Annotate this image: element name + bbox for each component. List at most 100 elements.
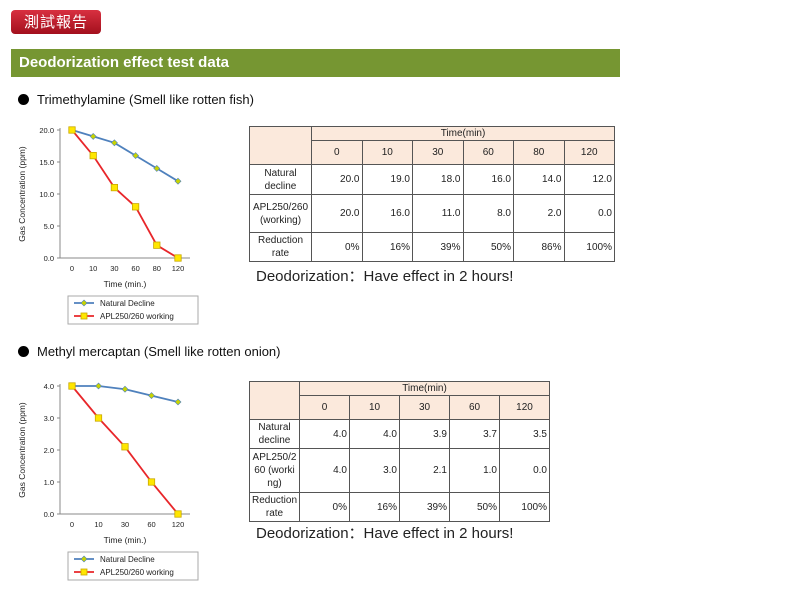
x-tick-label: 60 bbox=[131, 264, 139, 273]
table-corner bbox=[249, 381, 300, 420]
x-tick-label: 60 bbox=[147, 520, 155, 529]
table-cell: 19.0 bbox=[361, 164, 413, 195]
table-cell: 100% bbox=[563, 232, 615, 262]
table-col-header: 80 bbox=[513, 140, 565, 165]
data-point bbox=[153, 241, 161, 249]
table-cell: 0% bbox=[299, 492, 350, 522]
y-tick-label: 0.0 bbox=[44, 254, 54, 263]
table-cell: 3.5 bbox=[499, 419, 550, 449]
series-line-0 bbox=[71, 129, 179, 182]
table-col-header: 30 bbox=[399, 395, 450, 420]
report-badge: 測試報告 bbox=[11, 10, 101, 34]
table-cell: 50% bbox=[462, 232, 514, 262]
x-tick-label: 120 bbox=[172, 520, 185, 529]
table-group-header: Time(min) bbox=[311, 126, 615, 141]
section-heading-methyl-mercaptan: Methyl mercaptan (Smell like rotten onio… bbox=[18, 344, 281, 359]
table-cell: 20.0 bbox=[311, 194, 363, 233]
data-point bbox=[68, 382, 76, 390]
y-tick-label: 10.0 bbox=[39, 190, 54, 199]
data-point bbox=[148, 392, 155, 400]
effect-note: Deodorization：Have effect in 2 hours! bbox=[256, 525, 514, 542]
data-point bbox=[89, 152, 97, 160]
data-point bbox=[174, 177, 182, 185]
table-row: Natural decline 20.0 19.0 18.0 16.0 14.0… bbox=[249, 164, 615, 195]
row-label: Reduction rate bbox=[249, 232, 312, 262]
x-axis-label: Time (min.) bbox=[104, 535, 147, 545]
table-col-header: 10 bbox=[361, 140, 413, 165]
table-row: Natural decline 4.0 4.0 3.9 3.7 3.5 bbox=[249, 419, 550, 449]
data-point bbox=[110, 139, 118, 147]
table-cell: 50% bbox=[449, 492, 500, 522]
table-cell: 3.7 bbox=[449, 419, 500, 449]
table-cell: 2.1 bbox=[399, 448, 450, 493]
x-axis-label: Time (min.) bbox=[104, 279, 147, 289]
table-cell: 0.0 bbox=[499, 448, 550, 493]
data-point bbox=[174, 254, 182, 262]
legend-label: Natural Decline bbox=[100, 299, 155, 308]
legend-box bbox=[67, 295, 199, 325]
chart-methyl-mercaptan: 0.0 1.0 2.0 3.0 4.0 0 10 30 60 120 Time (min.) Gas … bbox=[17, 382, 199, 581]
table-cell: 3.0 bbox=[349, 448, 400, 493]
table-cell: 1.0 bbox=[449, 448, 500, 493]
data-point bbox=[95, 382, 102, 390]
row-label: APL250/260 (working) bbox=[249, 194, 312, 233]
table-cell: 4.0 bbox=[349, 419, 400, 449]
table-col-header: 120 bbox=[563, 140, 615, 165]
y-tick-label: 4.0 bbox=[44, 382, 54, 391]
legend-label: APL250/260 working bbox=[100, 568, 174, 577]
table-col-header: 120 bbox=[499, 395, 550, 420]
table-cell: 18.0 bbox=[412, 164, 464, 195]
row-label: Natural decline bbox=[249, 164, 312, 195]
table-col-header: 60 bbox=[462, 140, 514, 165]
table-row: Reduction rate 0% 16% 39% 50% 86% 100% bbox=[249, 232, 615, 262]
table-cell: 20.0 bbox=[311, 164, 363, 195]
y-tick-label: 2.0 bbox=[44, 446, 54, 455]
table-col-header: 0 bbox=[299, 395, 350, 420]
row-label: APL250/260 (working) bbox=[249, 448, 300, 493]
y-tick-label: 1.0 bbox=[44, 478, 54, 487]
table-row: Reduction rate 0% 16% 39% 50% 100% bbox=[249, 492, 550, 522]
table-row: APL250/260 (working) 20.0 16.0 11.0 8.0 … bbox=[249, 194, 615, 233]
x-tick-label: 80 bbox=[153, 264, 161, 273]
section-banner: Deodorization effect test data bbox=[11, 49, 620, 77]
table-col-header: 30 bbox=[412, 140, 464, 165]
table-col-header: 10 bbox=[349, 395, 400, 420]
legend-marker bbox=[80, 299, 88, 307]
table-cell: 16.0 bbox=[361, 194, 413, 233]
heading-text: Methyl mercaptan (Smell like rotten onio… bbox=[37, 344, 281, 359]
legend-marker bbox=[80, 568, 88, 576]
y-tick-label: 5.0 bbox=[44, 222, 54, 231]
table-cell: 4.0 bbox=[299, 448, 350, 493]
y-axis-label: Gas Concentration (ppm) bbox=[17, 402, 27, 498]
table-cell: 11.0 bbox=[412, 194, 464, 233]
data-table-methyl-mercaptan: Time(min) 0 10 30 60 120 Natural decline… bbox=[249, 381, 550, 522]
banner-title: Deodorization effect test data bbox=[19, 54, 230, 71]
legend-marker bbox=[80, 555, 88, 563]
table-col-header: 0 bbox=[311, 140, 363, 165]
table-cell: 0.0 bbox=[563, 194, 615, 233]
table-row: APL250/260 (working) 4.0 3.0 2.1 1.0 0.0 bbox=[249, 448, 550, 493]
y-tick-label: 20.0 bbox=[39, 126, 54, 135]
legend-box bbox=[67, 551, 199, 581]
data-point bbox=[89, 132, 97, 140]
table-group-header: Time(min) bbox=[299, 381, 550, 396]
x-tick-label: 120 bbox=[172, 264, 185, 273]
table-cell: 12.0 bbox=[563, 164, 615, 195]
y-axis-label: Gas Concentration (ppm) bbox=[17, 146, 27, 242]
data-point bbox=[153, 164, 161, 172]
table-corner bbox=[249, 126, 312, 165]
legend-label: Natural Decline bbox=[100, 555, 155, 564]
heading-text: Trimethylamine (Smell like rotten fish) bbox=[37, 92, 254, 107]
section-heading-trimethylamine: Trimethylamine (Smell like rotten fish) bbox=[18, 92, 254, 107]
x-tick-label: 0 bbox=[70, 264, 74, 273]
data-point bbox=[110, 184, 118, 192]
table-cell: 2.0 bbox=[513, 194, 565, 233]
table-cell: 3.9 bbox=[399, 419, 450, 449]
x-tick-label: 10 bbox=[94, 520, 102, 529]
legend-marker bbox=[80, 312, 88, 320]
data-point bbox=[121, 385, 129, 393]
x-tick-label: 10 bbox=[89, 264, 97, 273]
x-tick-label: 30 bbox=[110, 264, 118, 273]
table-cell: 39% bbox=[399, 492, 450, 522]
data-point bbox=[147, 478, 156, 486]
